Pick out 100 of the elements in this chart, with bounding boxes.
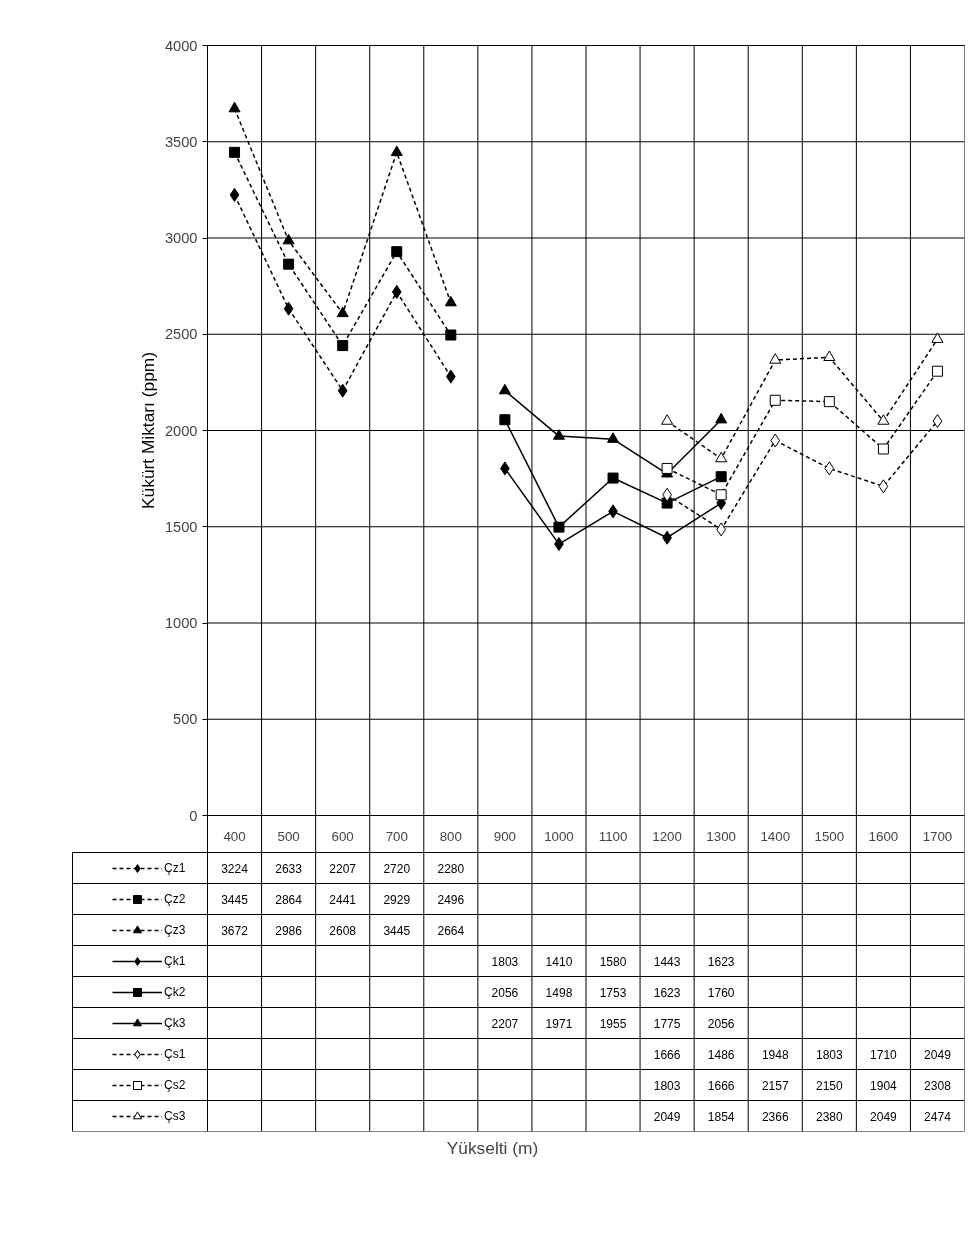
point bbox=[769, 394, 781, 406]
point bbox=[877, 443, 889, 455]
point bbox=[931, 332, 944, 343]
point bbox=[444, 295, 457, 307]
y-tick-label: 2000 bbox=[164, 422, 198, 439]
point bbox=[553, 521, 565, 533]
x-tick-label: 600 bbox=[331, 828, 354, 844]
data-label: 2441 bbox=[329, 892, 357, 907]
data-label: 2496 bbox=[437, 892, 465, 907]
data-label: 1580 bbox=[599, 954, 627, 969]
data-label: 2049 bbox=[653, 1109, 681, 1124]
point bbox=[769, 353, 782, 364]
point bbox=[283, 301, 294, 316]
y-tick-label: 0 bbox=[189, 807, 198, 824]
x-tick-label: 1700 bbox=[922, 828, 953, 844]
data-label: 1666 bbox=[653, 1047, 681, 1062]
y-tick-label: 1000 bbox=[164, 615, 198, 631]
data-label: 2864 bbox=[275, 892, 303, 907]
data-label: 1803 bbox=[653, 1078, 681, 1093]
point bbox=[445, 329, 457, 341]
point bbox=[337, 383, 348, 398]
point bbox=[390, 145, 403, 157]
point bbox=[391, 246, 403, 258]
point bbox=[716, 522, 727, 537]
data-label: 2474 bbox=[924, 1109, 952, 1124]
point bbox=[283, 258, 295, 270]
data-label: 1775 bbox=[653, 1016, 681, 1031]
data-label: 2380 bbox=[815, 1109, 843, 1124]
data-label: 3672 bbox=[221, 923, 249, 938]
point bbox=[552, 429, 565, 440]
data-label: 1666 bbox=[707, 1078, 735, 1093]
point bbox=[824, 461, 835, 476]
point bbox=[715, 489, 727, 501]
y-tick-label: 4000 bbox=[164, 37, 198, 54]
point bbox=[715, 412, 728, 424]
data-label: 2157 bbox=[761, 1078, 789, 1093]
legend-label: Çs1 bbox=[164, 1045, 186, 1063]
x-tick-label: 1600 bbox=[868, 828, 899, 844]
point bbox=[931, 365, 943, 377]
y-tick-label: 3000 bbox=[164, 230, 198, 246]
point bbox=[607, 432, 620, 443]
x-tick-label: 1200 bbox=[652, 828, 682, 844]
data-label: 2664 bbox=[437, 923, 465, 938]
point bbox=[932, 414, 943, 429]
point bbox=[498, 383, 511, 395]
data-label: 1623 bbox=[707, 954, 735, 969]
legend-label: Çk1 bbox=[164, 952, 186, 970]
data-label: 2280 bbox=[437, 861, 465, 876]
data-label: 3445 bbox=[221, 892, 249, 907]
data-label: 2056 bbox=[491, 985, 519, 1000]
data-label: 1955 bbox=[599, 1016, 627, 1031]
legend-label: Çk2 bbox=[164, 983, 186, 1001]
point bbox=[282, 233, 295, 245]
data-label: 1904 bbox=[870, 1078, 898, 1093]
y-axis-title: Kükürt Miktarı (ppm) bbox=[137, 352, 158, 509]
legend-label: Çk3 bbox=[164, 1014, 186, 1032]
x-tick-label: 1300 bbox=[706, 828, 737, 844]
point bbox=[445, 369, 456, 384]
x-tick-label: 800 bbox=[439, 828, 462, 844]
point bbox=[229, 187, 240, 202]
point bbox=[770, 433, 781, 448]
point bbox=[715, 451, 728, 463]
data-label: 3224 bbox=[221, 861, 249, 876]
x-tick-label: 1400 bbox=[760, 828, 791, 844]
data-label: 1410 bbox=[545, 954, 573, 969]
point bbox=[661, 414, 674, 425]
x-tick-label: 1100 bbox=[598, 828, 628, 844]
point bbox=[336, 306, 349, 318]
data-label: 1803 bbox=[491, 954, 519, 969]
x-tick-label: 1000 bbox=[544, 828, 574, 844]
legend-label: Çz3 bbox=[164, 921, 186, 939]
data-label: 1486 bbox=[707, 1047, 735, 1062]
data-label: 1971 bbox=[545, 1016, 573, 1031]
data-label: 2308 bbox=[924, 1078, 952, 1093]
legend-label: Çz1 bbox=[164, 859, 186, 877]
point bbox=[607, 472, 619, 484]
data-label: 2056 bbox=[707, 1016, 735, 1031]
data-label: 1498 bbox=[545, 985, 573, 1000]
data-label: 3445 bbox=[383, 923, 411, 938]
legend-label: Çz2 bbox=[164, 890, 186, 908]
legend-label: Çs2 bbox=[164, 1076, 186, 1094]
data-label: 2608 bbox=[329, 923, 357, 938]
point bbox=[229, 146, 241, 158]
point bbox=[878, 479, 889, 494]
x-tick-label: 900 bbox=[493, 828, 517, 844]
data-label: 2366 bbox=[761, 1109, 789, 1124]
x-tick-label: 400 bbox=[223, 828, 246, 844]
point bbox=[877, 414, 890, 425]
point bbox=[228, 101, 241, 113]
y-tick-label: 2500 bbox=[164, 326, 198, 343]
data-label: 2929 bbox=[383, 892, 411, 907]
data-label: 1760 bbox=[707, 985, 735, 1000]
legend-label: Çs3 bbox=[164, 1107, 186, 1125]
data-label: 1710 bbox=[870, 1047, 898, 1062]
data-label: 2720 bbox=[383, 861, 411, 876]
point bbox=[661, 462, 673, 474]
y-tick-label: 1500 bbox=[164, 518, 198, 535]
data-label: 1948 bbox=[761, 1047, 789, 1062]
data-label: 1854 bbox=[707, 1109, 735, 1124]
data-label: 2049 bbox=[870, 1109, 898, 1124]
